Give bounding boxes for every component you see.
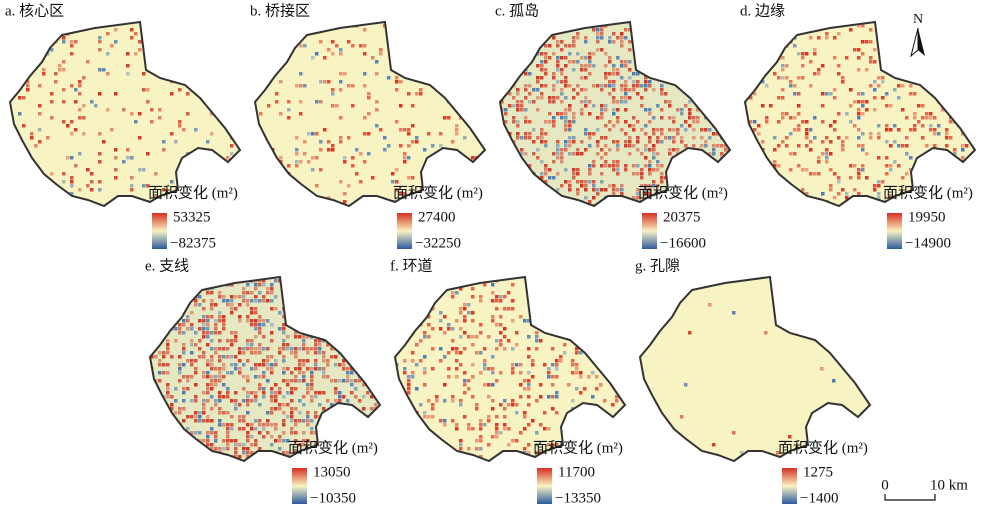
- legend-max: 27400: [418, 209, 456, 225]
- legend-max: 11700: [558, 464, 595, 480]
- legend-max: 1275: [803, 464, 833, 480]
- panel-label: g. 孔隙: [635, 257, 680, 274]
- panel-label: c. 孤岛: [495, 2, 539, 19]
- legend-ramp: [397, 213, 412, 249]
- panel-label: d. 边缘: [740, 2, 785, 19]
- legend-min: −82375: [170, 235, 216, 251]
- scale-end: 10 km: [930, 477, 968, 493]
- legend-title: 面积变化 (m²): [393, 184, 483, 201]
- legend-ramp: [782, 468, 797, 504]
- legend-title: 面积变化 (m²): [778, 439, 868, 456]
- legend-max: 20375: [663, 209, 701, 225]
- legend-ramp: [887, 213, 902, 249]
- north-label: N: [913, 12, 923, 27]
- legend-ramp: [537, 468, 552, 504]
- legend-ramp: [152, 213, 167, 249]
- legend-title: 面积变化 (m²): [288, 439, 378, 456]
- panel-label: e. 支线: [145, 257, 189, 274]
- panel-label: f. 环道: [390, 257, 433, 274]
- legend-max: 53325: [173, 209, 211, 225]
- legend-min: −32250: [415, 235, 461, 251]
- legend-min: −16600: [660, 235, 706, 251]
- legend-max: 13050: [313, 464, 351, 480]
- scale-start: 0: [881, 477, 889, 493]
- legend-ramp: [642, 213, 657, 249]
- legend-title: 面积变化 (m²): [148, 184, 238, 201]
- region-fill: [395, 277, 625, 461]
- region-fill: [10, 22, 240, 206]
- legend-min: −10350: [310, 490, 356, 506]
- panel-label: b. 桥接区: [250, 2, 310, 19]
- legend-max: 19950: [908, 209, 946, 225]
- legend-title: 面积变化 (m²): [533, 439, 623, 456]
- region-fill: [640, 277, 870, 461]
- scale-bar: 0 10 km: [881, 477, 968, 501]
- legend-title: 面积变化 (m²): [638, 184, 728, 201]
- north-arrow: N: [910, 12, 925, 58]
- legend-min: −14900: [905, 235, 951, 251]
- legend-ramp: [292, 468, 307, 504]
- legend-title: 面积变化 (m²): [883, 184, 973, 201]
- legend-min: −1400: [800, 490, 838, 506]
- panel-label: a. 核心区: [5, 2, 64, 19]
- legend-min: −13350: [555, 490, 601, 506]
